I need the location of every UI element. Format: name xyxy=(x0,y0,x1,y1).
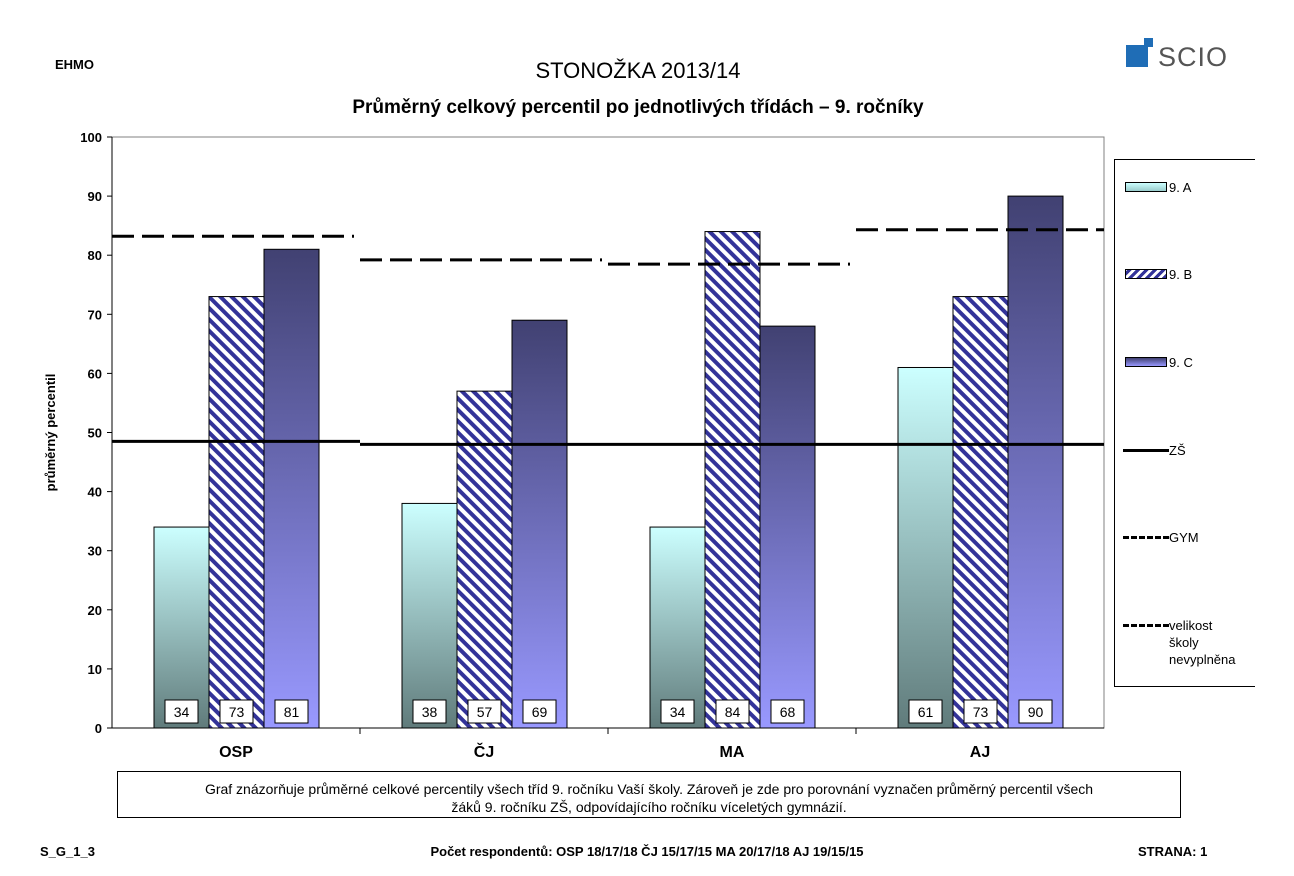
y-tick-label: 70 xyxy=(88,307,102,322)
bar xyxy=(759,325,816,729)
logo-square-icon xyxy=(1126,45,1148,67)
legend-swatch-9a xyxy=(1125,182,1167,192)
bar xyxy=(456,390,513,729)
bar xyxy=(897,366,954,729)
y-axis-label: průměrný percentil xyxy=(43,374,58,492)
legend-swatch-9c xyxy=(1125,357,1167,367)
legend-label-size-3: nevyplněna xyxy=(1169,652,1236,667)
y-tick-label: 90 xyxy=(88,189,102,204)
legend-line-zs xyxy=(1123,449,1169,452)
legend-line-size xyxy=(1123,624,1169,627)
legend-label-size: velikost školy nevyplněna xyxy=(1169,617,1236,668)
data-label: 61 xyxy=(918,704,934,720)
data-label-box xyxy=(660,699,695,724)
respondent-count: Počet respondentů: OSP 18/17/18 ČJ 15/17… xyxy=(430,844,864,859)
chart-title: Průměrný celkový percentil po jednotlivý… xyxy=(352,97,924,118)
data-label-box xyxy=(522,699,557,724)
page-number: STRANA: 1 xyxy=(1138,844,1208,859)
legend-label-9c: 9. C xyxy=(1169,355,1193,370)
data-label: 34 xyxy=(174,704,190,720)
chart-legend: 9. A 9. B 9. C ZŠ GYM velikost školy nev… xyxy=(1114,159,1255,687)
data-label-box xyxy=(412,699,447,724)
data-label: 73 xyxy=(229,704,245,720)
data-label: 57 xyxy=(477,704,493,720)
legend-label-size-2: školy xyxy=(1169,635,1199,650)
y-tick-label: 50 xyxy=(88,426,102,441)
data-label-box xyxy=(908,699,943,724)
y-tick-label: 100 xyxy=(80,130,102,145)
logo-text: SCIO xyxy=(1158,42,1229,72)
data-label: 34 xyxy=(670,704,686,720)
data-label-box xyxy=(164,699,199,724)
bar xyxy=(649,526,706,729)
report-code: S_G_1_3 xyxy=(40,844,95,859)
y-tick-label: 40 xyxy=(88,485,102,500)
data-label: 69 xyxy=(532,704,548,720)
legend-swatch-9b xyxy=(1125,269,1167,279)
x-tick-label: OSP xyxy=(219,744,253,761)
y-tick-label: 10 xyxy=(88,662,102,677)
school-code: EHMO xyxy=(55,57,94,72)
legend-label-zs: ZŠ xyxy=(1169,443,1186,458)
data-label-box xyxy=(715,699,750,724)
bar xyxy=(511,319,568,729)
data-label-box xyxy=(770,699,805,724)
data-label: 73 xyxy=(973,704,989,720)
data-label-box xyxy=(963,699,998,724)
legend-label-9a: 9. A xyxy=(1169,180,1192,195)
legend-label-9b: 9. B xyxy=(1169,267,1193,282)
data-label: 38 xyxy=(422,704,438,720)
y-tick-label: 30 xyxy=(88,544,102,559)
report-title: STONOŽKA 2013/14 xyxy=(535,58,741,83)
y-tick-label: 80 xyxy=(88,248,102,263)
legend-label-size-1: velikost xyxy=(1169,618,1213,633)
scio-logo: SCIO xyxy=(1126,38,1246,72)
data-label: 68 xyxy=(780,704,796,720)
data-label: 90 xyxy=(1028,704,1044,720)
logo-dot-icon xyxy=(1144,38,1153,47)
bar xyxy=(153,526,210,729)
legend-line-gym xyxy=(1123,536,1169,539)
description-line-2: žáků 9. ročníku ZŠ, odpovídajícího roční… xyxy=(451,799,847,815)
bar-chart: 0 10 20 30 40 50 60 70 80 90 100 průměrný percentil… xyxy=(43,130,1105,761)
chart-description: Graf znázorňuje průměrné celkové percent… xyxy=(117,771,1181,818)
x-tick-label: MA xyxy=(720,744,745,761)
x-tick-label: ČJ xyxy=(474,742,494,761)
description-line-1: Graf znázorňuje průměrné celkové percent… xyxy=(204,781,1094,797)
legend-label-gym: GYM xyxy=(1169,530,1199,545)
y-tick-label: 60 xyxy=(88,366,102,381)
data-label-box xyxy=(274,699,309,724)
data-label-box xyxy=(1018,699,1053,724)
bar xyxy=(263,248,320,729)
y-tick-label: 0 xyxy=(95,721,102,736)
data-label: 84 xyxy=(725,704,741,720)
bar xyxy=(1007,195,1064,729)
data-label-box xyxy=(467,699,502,724)
data-label: 81 xyxy=(284,704,300,720)
bar xyxy=(704,231,761,729)
bar xyxy=(208,296,265,729)
y-tick-label: 20 xyxy=(88,603,102,618)
bar xyxy=(952,296,1009,729)
bar xyxy=(401,502,458,729)
x-tick-label: AJ xyxy=(970,744,990,761)
data-label-box xyxy=(219,699,254,724)
